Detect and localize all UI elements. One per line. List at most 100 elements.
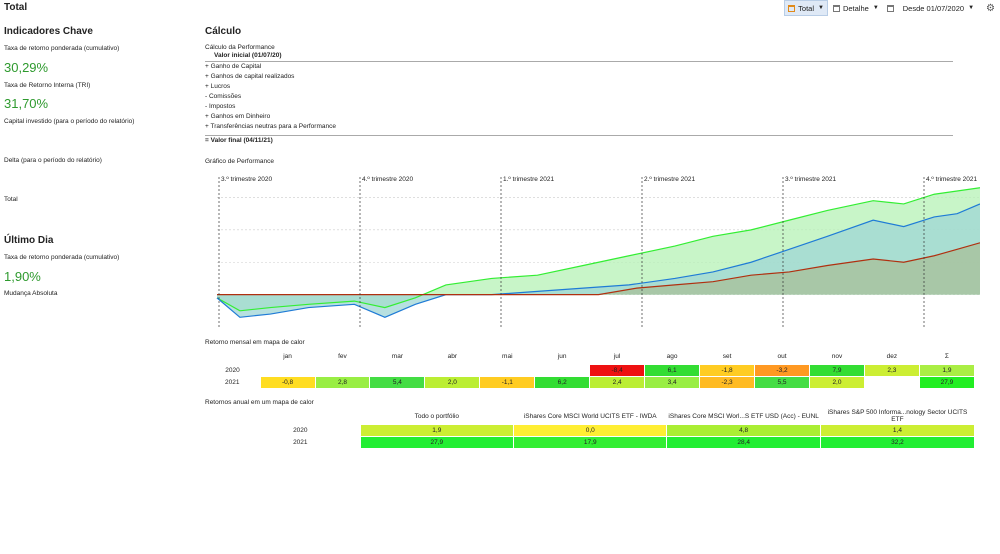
heatmap-cell[interactable]: 1,4 [819,424,976,437]
calculation-heading: Cálculo [205,26,242,37]
column-header: Σ [944,352,949,360]
quarter-label: 3.º trimestre 2021 [785,176,837,183]
column-header: jun [557,352,567,360]
last-day-twr-value: 1,90% [4,269,41,284]
date-range-button[interactable]: Desde 01/07/2020 ▼ [884,1,977,15]
quarter-label: 1.º trimestre 2021 [503,176,555,183]
heatmap-cell[interactable]: 17,9 [513,436,668,449]
monthly-heatmap-title: Retorno mensal em mapa de calor [205,339,305,346]
heatmap-cell[interactable] [260,365,315,377]
calculation-row: + Ganhos em Dinheiro [205,113,271,120]
irr-value: 31,70% [4,96,49,111]
divider [205,61,953,62]
year-label: 2021 [293,439,308,446]
heatmap-cell[interactable]: 2,0 [424,376,481,389]
heatmap-cell[interactable]: 1,9 [359,424,515,437]
absolute-change-label: Mudança Absoluta [4,290,58,297]
year-label: 2020 [293,427,308,434]
calculation-panel: Cálculo Cálculo da Performance Valor ini… [205,26,980,449]
last-day-heading: Último Dia [4,235,54,246]
heatmap-cell[interactable]: -3,2 [754,364,810,377]
twr-value: 30,29% [4,60,49,75]
initial-value-row: Valor inicial (01/07/20) [214,52,282,59]
key-indicators-panel: Indicadores Chave Taxa de retorno ponder… [4,26,194,297]
heatmap-cell[interactable]: 27,9 [918,376,976,389]
heatmap-cell[interactable]: 7,9 [808,364,865,377]
heatmap-cell[interactable]: 5,5 [754,376,810,389]
heatmap-cell[interactable]: 2,4 [589,376,646,389]
calculation-row: + Lucros [205,83,231,90]
date-range-label: Desde 01/07/2020 [902,3,965,13]
column-header: jul [613,352,621,360]
heatmap-cell[interactable]: -2,3 [699,376,756,389]
heatmap-cell[interactable]: 5,4 [369,376,426,389]
detail-dropdown-button[interactable]: Detalhe ▼ [830,1,882,15]
monthly-heatmap: jan fev mar abr mai jun jul ago set out nov dez Σ 202… [205,348,976,389]
column-header: nov [831,352,843,360]
column-header: Todo o portfólio [414,412,460,420]
divider [205,135,953,136]
final-value-row: = Valor final (04/11/21) [205,137,273,144]
quarter-label: 2.º trimestre 2021 [644,176,696,183]
column-header: iShares Core MSCI World UCITS ETF - IWDA [523,412,657,420]
irr-label: Taxa de Retorno Interna (TRI) [4,82,91,89]
heatmap-cell[interactable]: 27,9 [359,436,515,449]
heatmap-cell[interactable]: 2,3 [863,364,920,377]
heatmap-cell[interactable] [425,365,480,377]
heatmap-cell[interactable]: 28,4 [666,436,821,449]
settings-button[interactable]: ⚙ [979,1,998,15]
heatmap-cell[interactable] [535,365,590,377]
heatmap-cell[interactable] [480,365,535,377]
heatmap-cell[interactable] [315,365,370,377]
calculation-row: - Comissões [205,93,242,100]
table-row: 2021 -0,8 2,8 5,4 2,0 -1,1 6,2 2,4 3,4 -2,3 5,5 2,0… [205,376,976,389]
total-dropdown-button[interactable]: Total ▼ [784,0,828,16]
table-row: 2021 27,9 17,9 28,4 32,2 [241,436,976,449]
capital-invested-label: Capital investido (para o período do rel… [4,118,135,125]
calculation-row: + Ganho de Capital [205,63,262,70]
annual-heatmap: Todo o portfólio iShares Core MSCI World … [241,408,976,449]
heatmap-cell[interactable]: 32,2 [819,436,976,449]
table-row: 2020 1,9 0,0 4,8 1,4 [241,424,976,437]
calendar-icon [886,4,894,12]
column-header: mai [502,352,513,360]
heatmap-cell[interactable]: 1,9 [918,364,976,377]
quarter-label: 3.º trimestre 2020 [221,176,273,183]
heatmap-cell[interactable]: 3,4 [644,376,701,389]
column-header: set [722,352,732,360]
heatmap-cell[interactable]: -1,1 [479,376,536,389]
calculation-rows: + Ganho de Capital + Ganhos de capital re… [205,62,975,132]
chevron-down-icon: ▼ [818,5,824,11]
page-title: Total [4,2,28,13]
column-header: fev [338,352,347,360]
heatmap-cell[interactable]: 0,0 [513,424,668,437]
column-header: out [777,352,787,360]
heatmap-cell[interactable]: 6,2 [534,376,591,389]
total-label: Total [4,196,18,203]
twr-label: Taxa de retorno ponderada (cumulativo) [4,45,120,52]
heatmap-cell[interactable]: 2,8 [314,376,371,389]
total-label: Total [798,3,814,13]
column-header: mar [391,352,403,360]
series-line [216,187,980,312]
heatmap-cell[interactable]: 6,1 [644,364,701,377]
heatmap-cell[interactable]: 4,8 [666,424,821,437]
calendar-icon [788,4,796,12]
heatmap-cell[interactable] [864,377,919,389]
heatmap-cell[interactable]: -1,8 [699,364,756,377]
heatmap-cell[interactable]: -0,8 [259,376,316,389]
year-label: 2021 [225,379,240,386]
heatmap-cell[interactable]: -8,4 [589,364,646,377]
calculation-row: + Ganhos de capital realizados [205,73,295,80]
year-label: 2020 [225,367,240,374]
heatmap-cell[interactable] [370,365,425,377]
calculation-row: + Transferências neutras para a Performa… [205,123,336,130]
quarter-label: 4.º trimestre 2021 [926,176,978,183]
corner-cell [241,408,360,425]
series-area [217,242,980,295]
key-indicators-heading: Indicadores Chave [4,26,93,37]
chevron-down-icon: ▼ [968,5,975,11]
heatmap-cell[interactable]: 2,0 [808,376,865,389]
table-row: 2020 -8,4 6,1 -1,8 -3,2 7,9 2,3 1,9 [205,364,976,377]
series-line [217,242,980,296]
